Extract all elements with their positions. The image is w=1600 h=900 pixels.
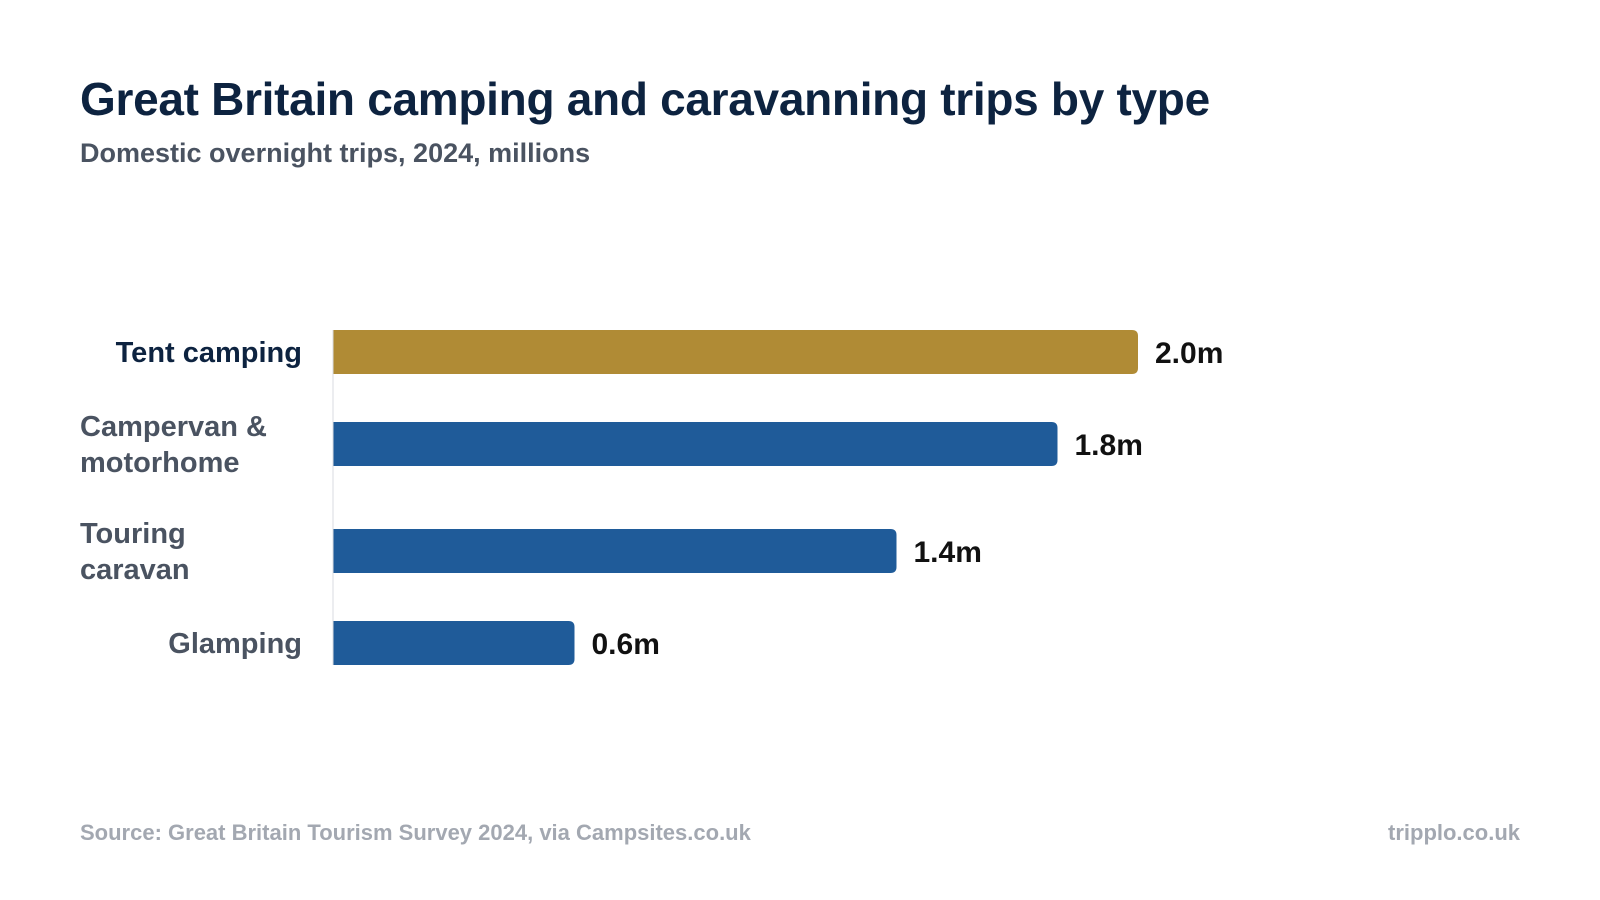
category-label-2: Campervan & motorhome — [80, 411, 267, 479]
chart-subtitle: Domestic overnight trips, 2024, millions — [80, 138, 591, 168]
bar-4 — [333, 621, 575, 665]
category-label-1: Tent camping — [116, 337, 302, 369]
bar-2 — [333, 422, 1058, 466]
category-label-3: Touring caravan — [80, 518, 190, 586]
value-label-4: 0.6m — [592, 628, 660, 661]
value-label-3: 1.4m — [914, 536, 982, 569]
source-note: Source: Great Britain Tourism Survey 202… — [80, 820, 751, 845]
chart-title: Great Britain camping and caravanning tr… — [80, 73, 1210, 125]
bar-3 — [333, 529, 897, 573]
value-label-2: 1.8m — [1075, 429, 1143, 462]
value-label-1: 2.0m — [1155, 337, 1223, 370]
brand-link[interactable]: tripplo.co.uk — [1388, 820, 1520, 845]
category-label-4: Glamping — [168, 628, 302, 660]
bar-1 — [333, 330, 1138, 374]
